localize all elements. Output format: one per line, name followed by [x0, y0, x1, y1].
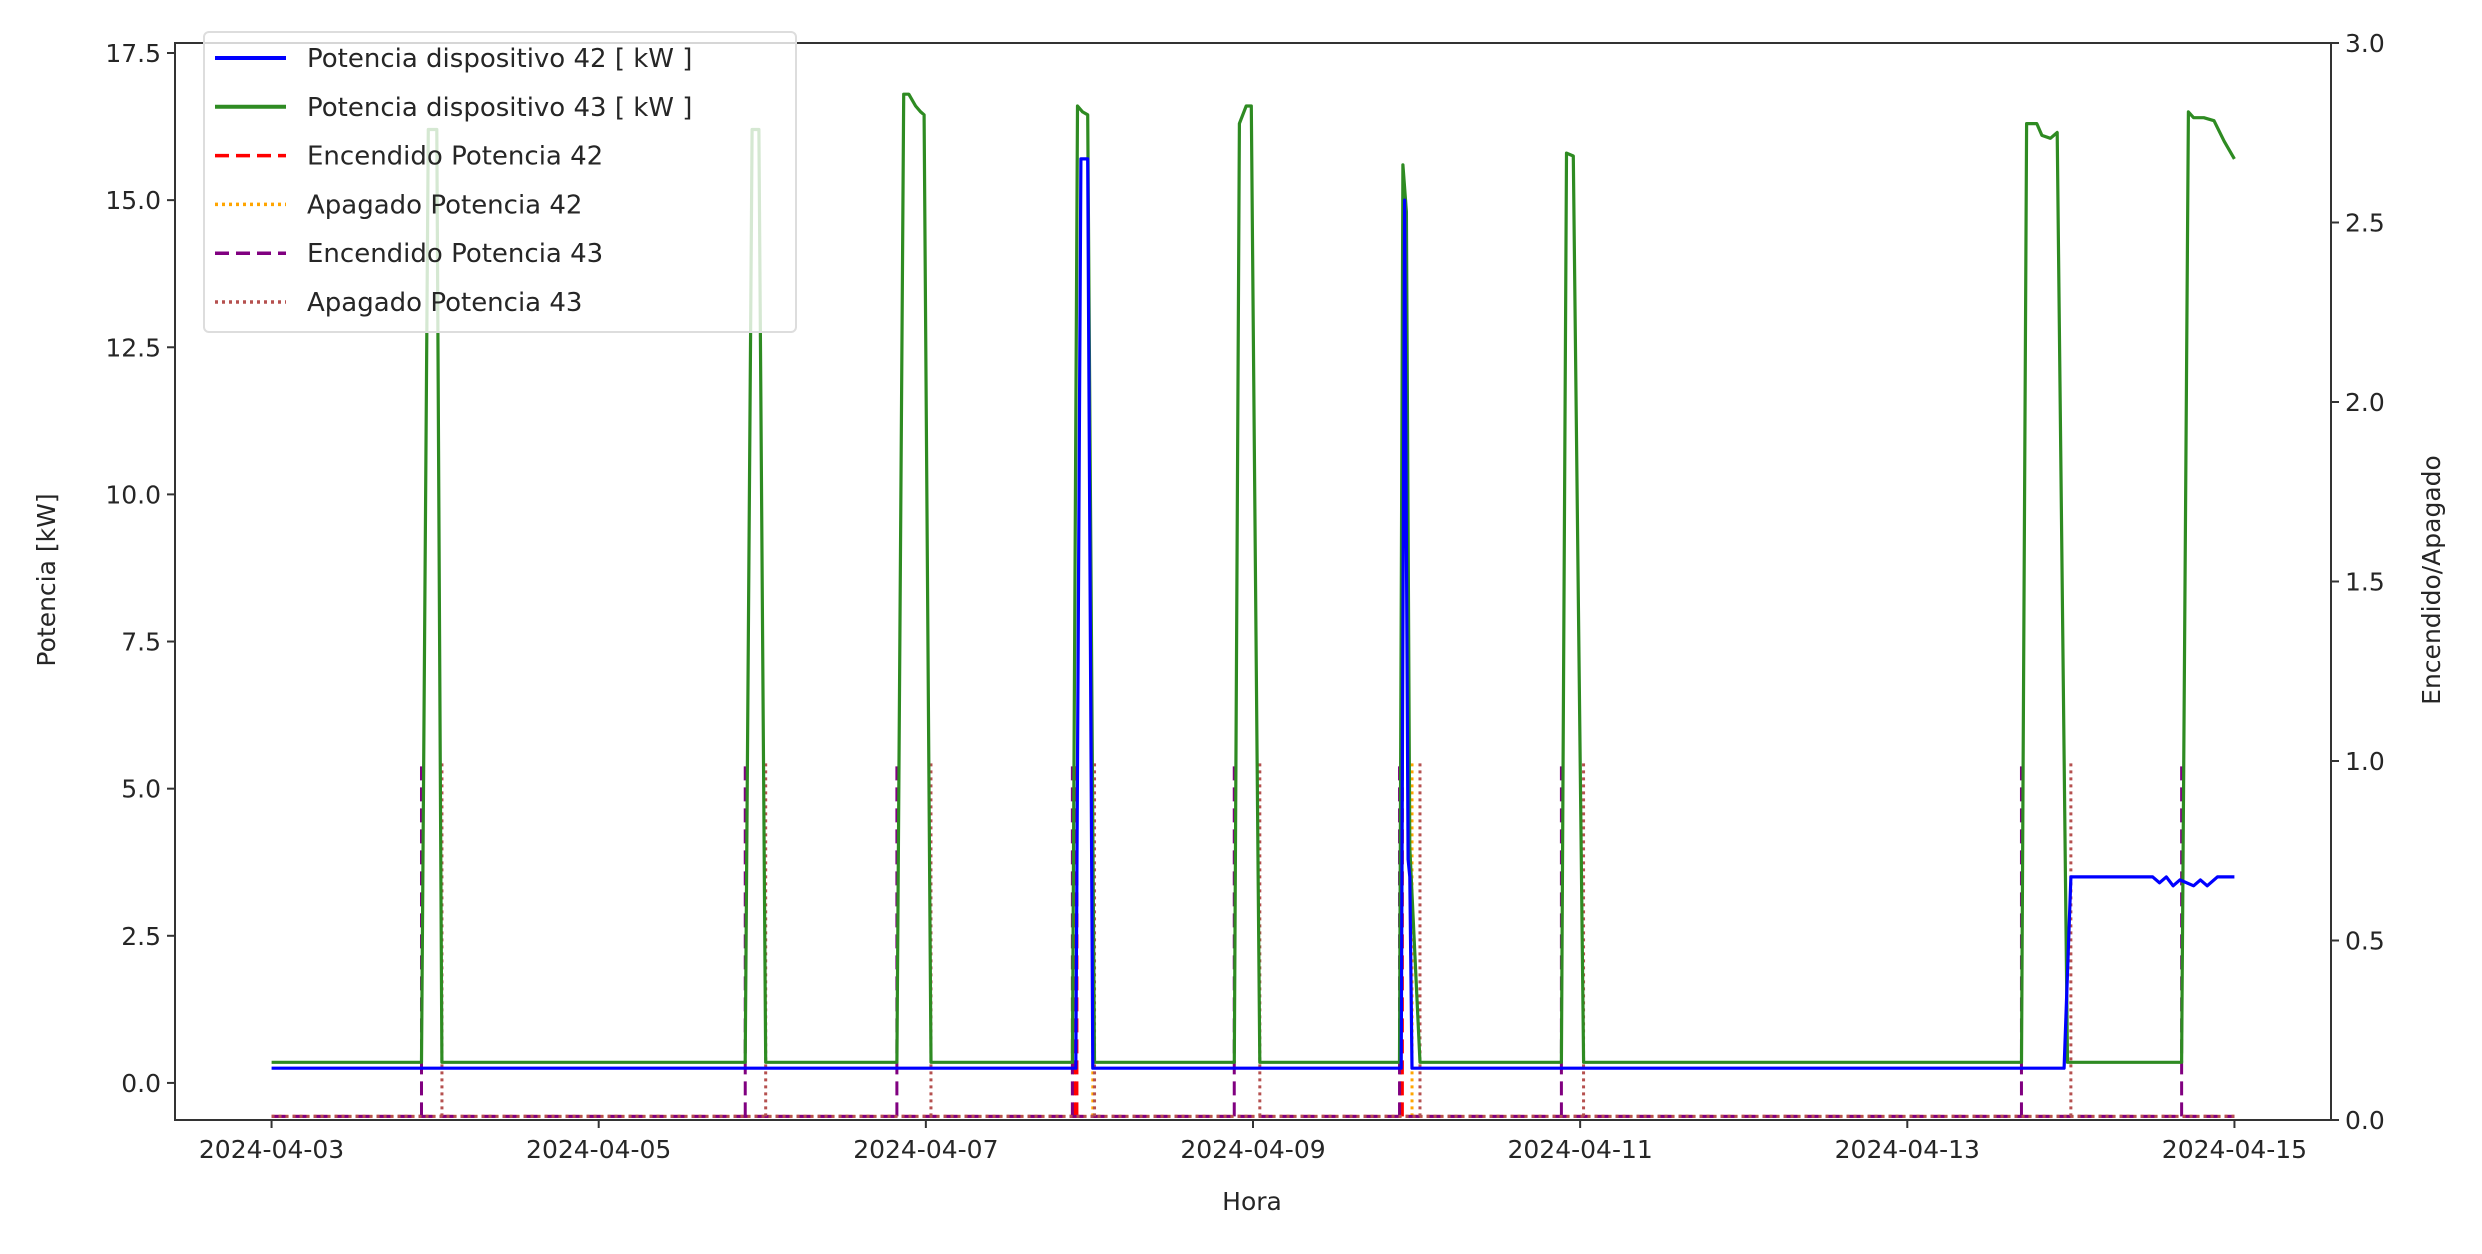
y-tick-label: 17.5: [105, 39, 161, 68]
y2-tick-label: 0.5: [2345, 927, 2385, 956]
y-tick-label: 10.0: [105, 480, 161, 509]
y2-tick-label: 2.5: [2345, 209, 2385, 238]
legend-label-3: Apagado Potencia 42: [307, 190, 582, 220]
y2-axis-label: Encendido/Apagado: [2417, 455, 2446, 705]
y-axis-ticks: 0.0 2.5 5.0 7.5 10.0 12.5 15.0 17.5: [105, 39, 175, 1098]
y2-tick-label: 3.0: [2345, 29, 2385, 58]
x-axis-label: Hora: [1222, 1187, 1282, 1216]
y2-tick-label: 1.5: [2345, 568, 2385, 597]
legend-label-2: Encendido Potencia 42: [307, 142, 603, 172]
series-line-1: [271, 92, 2236, 1064]
x-tick-label: 2024-04-03: [199, 1135, 344, 1164]
series-line-0: [271, 157, 2235, 1070]
x-tick-label: 2024-04-13: [1835, 1135, 1980, 1164]
y-tick-label: 2.5: [121, 922, 161, 951]
x-tick-label: 2024-04-15: [2162, 1135, 2307, 1164]
y-tick-label: 5.0: [121, 775, 161, 804]
legend: Potencia dispositivo 42 [ kW ] Potencia d…: [203, 31, 797, 333]
y-axis-label: Potencia [kW]: [32, 493, 61, 666]
x-axis-ticks: 2024-04-03 2024-04-05 2024-04-07 2024-04-09…: [199, 1120, 2307, 1164]
plot-marks: [271, 92, 2236, 1118]
legend-label-5: Apagado Potencia 43: [307, 288, 582, 318]
y-tick-label: 0.0: [121, 1069, 161, 1098]
y2-tick-label: 1.0: [2345, 747, 2385, 776]
y2-tick-label: 2.0: [2345, 388, 2385, 417]
y2-tick-label: 0.0: [2345, 1106, 2385, 1135]
legend-label-4: Encendido Potencia 43: [307, 239, 603, 269]
x-tick-label: 2024-04-09: [1180, 1135, 1325, 1164]
legend-box: [203, 31, 797, 333]
y-tick-label: 12.5: [105, 333, 161, 362]
legend-label-0: Potencia dispositivo 42 [ kW ]: [307, 44, 692, 74]
y2-axis-ticks: 0.0 0.5 1.0 1.5 2.0 2.5 3.0: [2331, 29, 2385, 1135]
x-tick-label: 2024-04-11: [1508, 1135, 1653, 1164]
legend-label-1: Potencia dispositivo 43 [ kW ]: [307, 93, 692, 123]
y-tick-label: 7.5: [121, 628, 161, 657]
y-tick-label: 15.0: [105, 186, 161, 215]
x-tick-label: 2024-04-05: [526, 1135, 671, 1164]
x-tick-label: 2024-04-07: [853, 1135, 998, 1164]
